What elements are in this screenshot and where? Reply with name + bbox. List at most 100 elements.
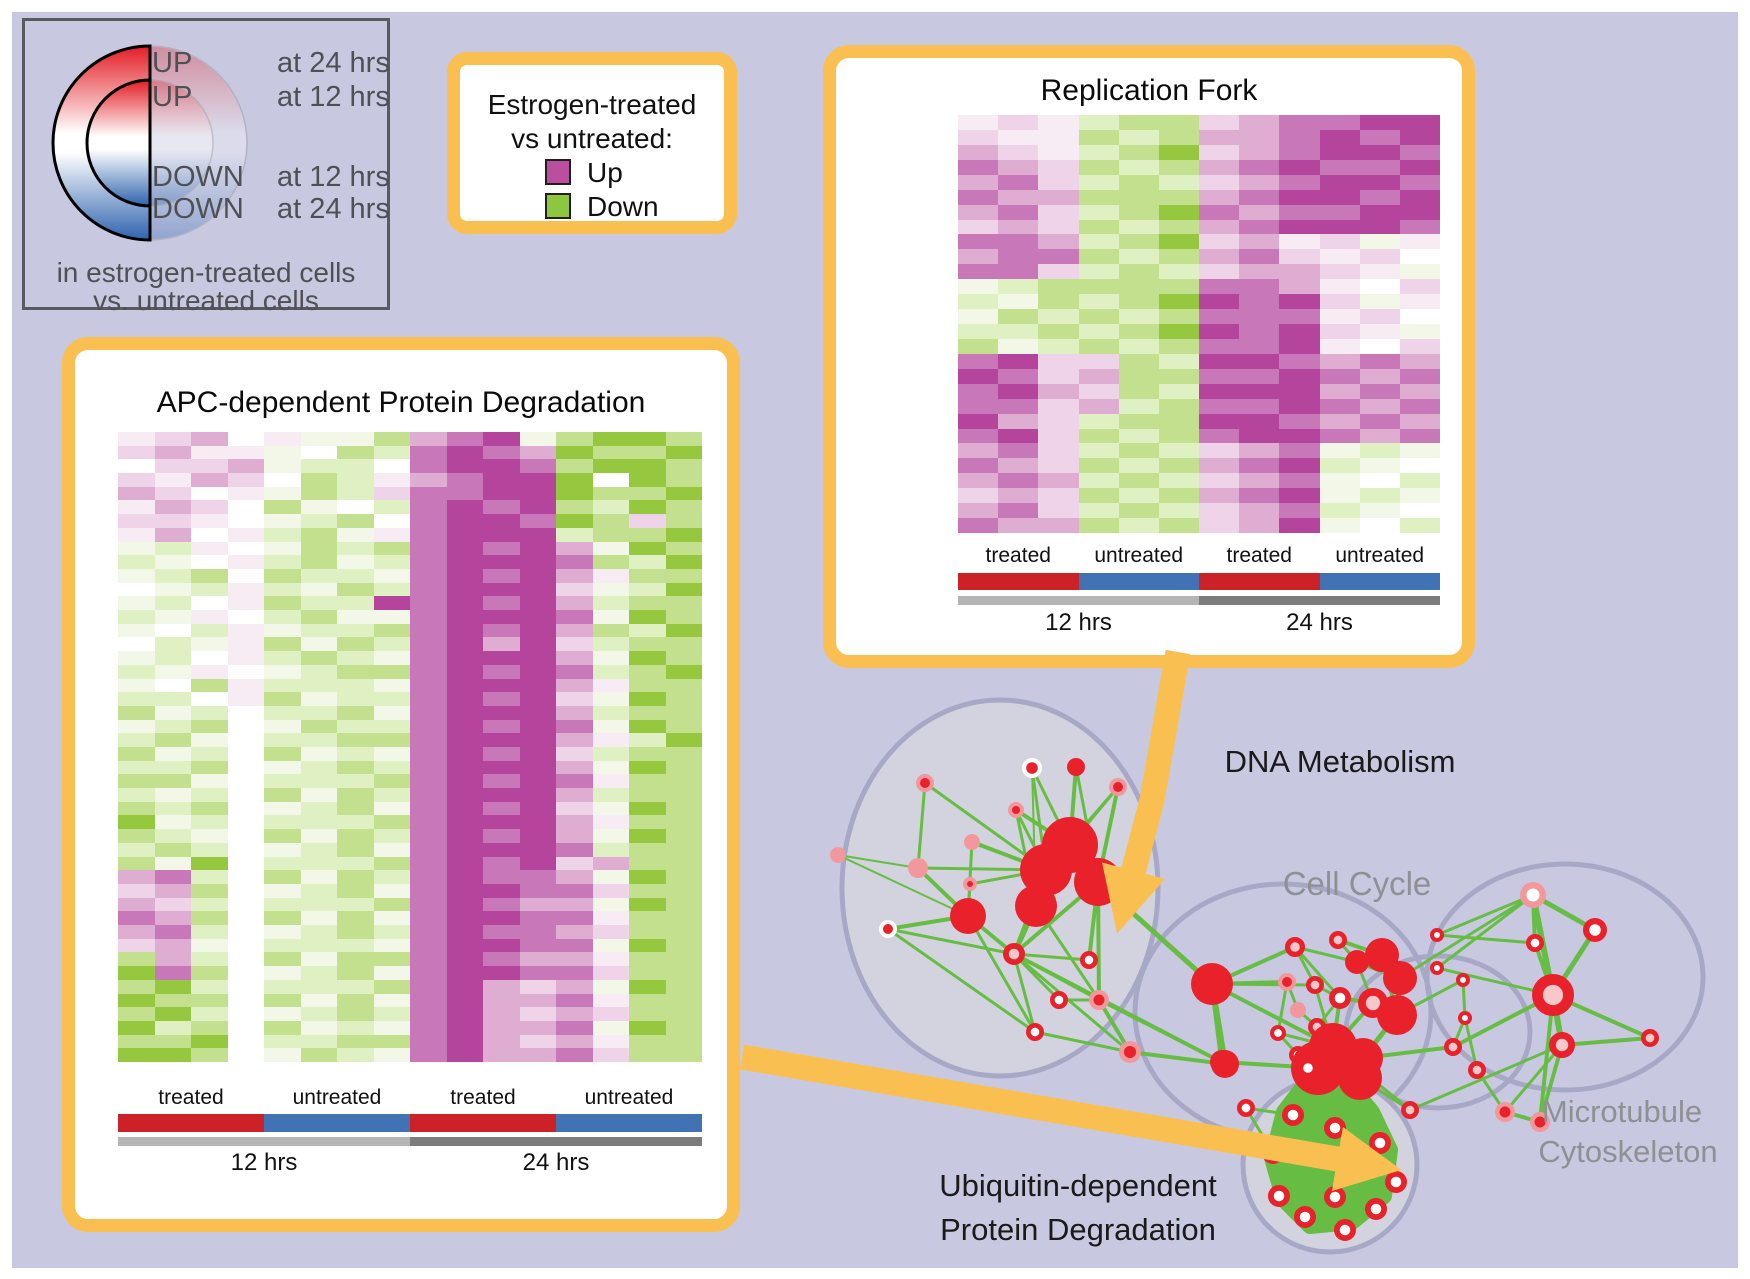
heatmap-cell <box>1078 443 1119 459</box>
heatmap-cell <box>118 514 155 528</box>
heatmap-cell <box>483 842 520 857</box>
heatmap-cell <box>1158 518 1199 533</box>
heatmap-cell <box>629 829 666 843</box>
heatmap-cell <box>592 774 629 789</box>
heatmap-cell <box>592 733 629 747</box>
heatmap-cell <box>519 473 556 487</box>
inner-ring-right-half <box>149 79 214 207</box>
heatmap-cell <box>1038 294 1079 310</box>
gene-node-solid-red <box>1210 1050 1234 1074</box>
heatmap-cell <box>1078 204 1119 220</box>
heatmap-cell <box>958 488 999 504</box>
time-bar <box>1199 596 1440 605</box>
heatmap-cell <box>373 459 410 474</box>
legend-footnote-line1: in estrogen-treated cells <box>56 257 356 288</box>
heatmap-cell <box>519 637 556 652</box>
heatmap-cell <box>264 883 301 898</box>
heatmap-cell <box>483 925 520 939</box>
heatmap-cell <box>1078 428 1119 444</box>
heatmap-cell <box>483 788 520 802</box>
heatmap-cell <box>227 596 264 611</box>
heatmap-cell <box>1279 324 1320 339</box>
heatmap-cell <box>665 678 702 693</box>
gene-node-red-ring-pink-center <box>1305 976 1324 995</box>
heatmap-cell <box>373 733 410 747</box>
heatmap-cell <box>629 801 666 816</box>
heatmap-cell <box>373 966 410 980</box>
heatmap-cell <box>1399 174 1440 190</box>
heatmap-cell <box>410 746 447 761</box>
heatmap-cell <box>1319 473 1360 489</box>
heatmap-cell <box>1359 115 1400 130</box>
heatmap-cell <box>665 938 702 953</box>
heatmap-cell <box>300 500 337 515</box>
heatmap-cell <box>446 815 483 830</box>
network-edge <box>1012 953 1037 1033</box>
heatmap-cell <box>1359 204 1400 220</box>
heatmap-cell <box>592 911 629 926</box>
heatmap-cell <box>958 204 999 220</box>
heatmap-cell <box>1038 518 1079 533</box>
heatmap-cell <box>264 555 301 569</box>
heatmap-cell <box>1239 264 1280 280</box>
time-label: 24 hrs <box>522 1149 590 1176</box>
heatmap-cell <box>118 760 155 775</box>
heatmap-cell <box>118 925 155 939</box>
heatmap-cell <box>118 979 155 994</box>
heatmap-cell <box>592 952 629 967</box>
heatmap-cell <box>300 897 337 912</box>
heatmap-cell <box>446 911 483 926</box>
heatmap-cell <box>1158 309 1199 324</box>
heatmap-cell <box>1319 279 1360 295</box>
heatmap-cell <box>446 760 483 775</box>
heatmap-cell <box>264 527 301 542</box>
heatmap-cell <box>337 938 374 953</box>
heatmap-cell <box>1399 518 1440 533</box>
heatmap-cell <box>958 338 999 354</box>
heatmap-cell <box>300 541 337 556</box>
heatmap-cell <box>998 458 1039 474</box>
network-edge <box>887 927 1015 956</box>
heatmap-cell <box>1239 443 1280 459</box>
heatmap-cell <box>446 432 483 446</box>
heatmap-cell <box>998 368 1039 384</box>
heatmap-cell <box>300 952 337 967</box>
heatmap-cell <box>592 856 629 871</box>
heatmap-cell <box>446 1020 483 1035</box>
heatmap-cell <box>1399 383 1440 399</box>
heatmap-cell <box>519 856 556 871</box>
heatmap-cell <box>998 264 1039 280</box>
gene-node-red-ring-white-center <box>1269 1024 1286 1041</box>
heatmap-cell <box>191 719 228 734</box>
heatmap-cell <box>629 678 666 693</box>
heatmap-cell <box>300 473 337 487</box>
heatmap-cell <box>483 500 520 515</box>
heatmap-cell <box>118 541 155 556</box>
heatmap-cell <box>300 746 337 761</box>
heatmap-cell <box>1158 353 1199 369</box>
heatmap-cell <box>227 774 264 789</box>
heatmap-cell <box>556 1048 593 1062</box>
time-label: 12 hrs <box>230 1149 298 1176</box>
heatmap-cell <box>556 788 593 802</box>
heatmap-cell <box>1359 294 1400 310</box>
heatmap-cell <box>1078 279 1119 295</box>
heatmap-cell <box>1279 413 1320 429</box>
heatmap-cell <box>958 413 999 429</box>
heatmap-cell <box>118 1034 155 1049</box>
heatmap-cell <box>556 925 593 939</box>
heatmap-cell <box>1319 174 1360 190</box>
heatmap-cell <box>556 651 593 665</box>
heatmap-cell <box>556 801 593 816</box>
gene-node-red-ring-white-center <box>1025 1022 1044 1041</box>
heatmap-cell <box>483 966 520 980</box>
heatmap-cell <box>629 432 666 446</box>
heatmap-cell <box>410 966 447 980</box>
gene-node-solid-red <box>1365 938 1399 972</box>
cluster-label: Microtubule <box>1542 1094 1702 1129</box>
heatmap-cell <box>1158 249 1199 265</box>
heatmap-cell <box>191 788 228 802</box>
heatmap-cell <box>300 432 337 446</box>
heatmap-cell <box>556 582 593 597</box>
heatmap-cell <box>665 774 702 789</box>
